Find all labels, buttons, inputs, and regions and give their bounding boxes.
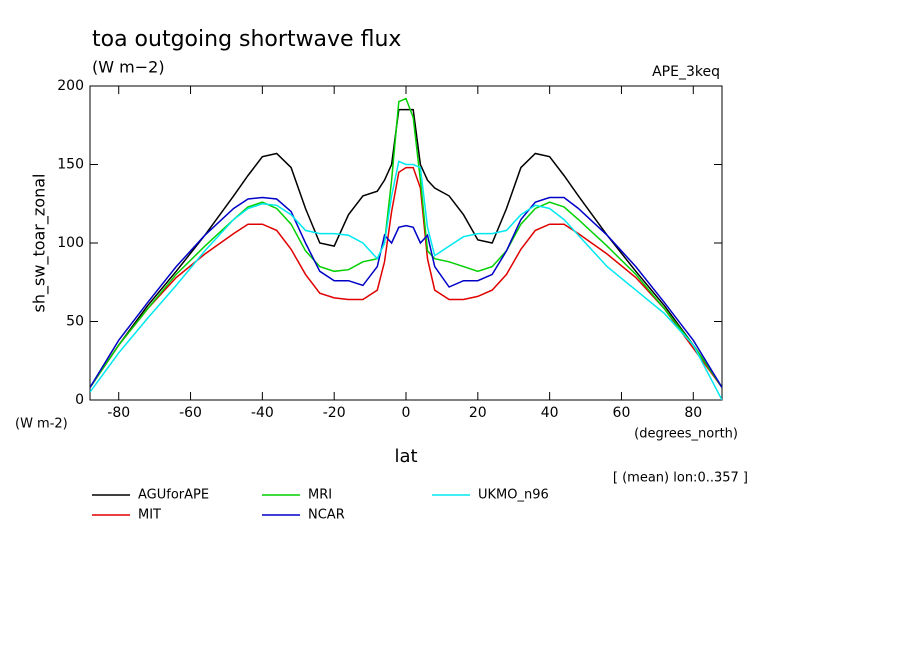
legend-label: MRI: [308, 488, 332, 503]
legend-label: UKMO_n96: [478, 488, 549, 503]
x-tick-label: 0: [402, 405, 411, 421]
series-line: [90, 160, 722, 400]
y-tick-label: 0: [75, 392, 84, 408]
x-tick-label: -40: [251, 405, 274, 421]
x-axis-label: lat: [394, 446, 417, 467]
legend-label: AGUforAPE: [138, 488, 209, 503]
legend-label: MIT: [138, 508, 161, 523]
x-tick-label: -20: [323, 405, 346, 421]
series-line: [90, 196, 722, 388]
x-tick-label: 20: [469, 405, 487, 421]
x-tick-label: 80: [684, 405, 702, 421]
chart-title: toa outgoing shortwave flux: [92, 27, 401, 52]
x-units: (degrees_north): [634, 427, 738, 442]
y-tick-label: 50: [66, 314, 84, 330]
plot-frame: [89, 85, 723, 401]
subtitle: (W m−2): [92, 58, 165, 77]
y-tick-label: 100: [57, 235, 84, 251]
annotation: APE_3keq: [652, 64, 720, 80]
y-units: (W m-2): [15, 417, 68, 432]
x-tick-label: 40: [541, 405, 559, 421]
series-line: [90, 97, 722, 388]
series-line: [90, 166, 722, 388]
y-tick-label: 150: [57, 157, 84, 173]
x-tick-label: -80: [107, 405, 130, 421]
note: [ (mean) lon:0..357 ]: [613, 471, 748, 486]
y-axis-label: sh_sw_toar_zonal: [30, 174, 50, 313]
series-line: [90, 108, 722, 388]
x-tick-label: -60: [179, 405, 202, 421]
x-tick-label: 60: [613, 405, 631, 421]
y-tick-label: 200: [57, 78, 84, 94]
legend-label: NCAR: [308, 508, 345, 523]
